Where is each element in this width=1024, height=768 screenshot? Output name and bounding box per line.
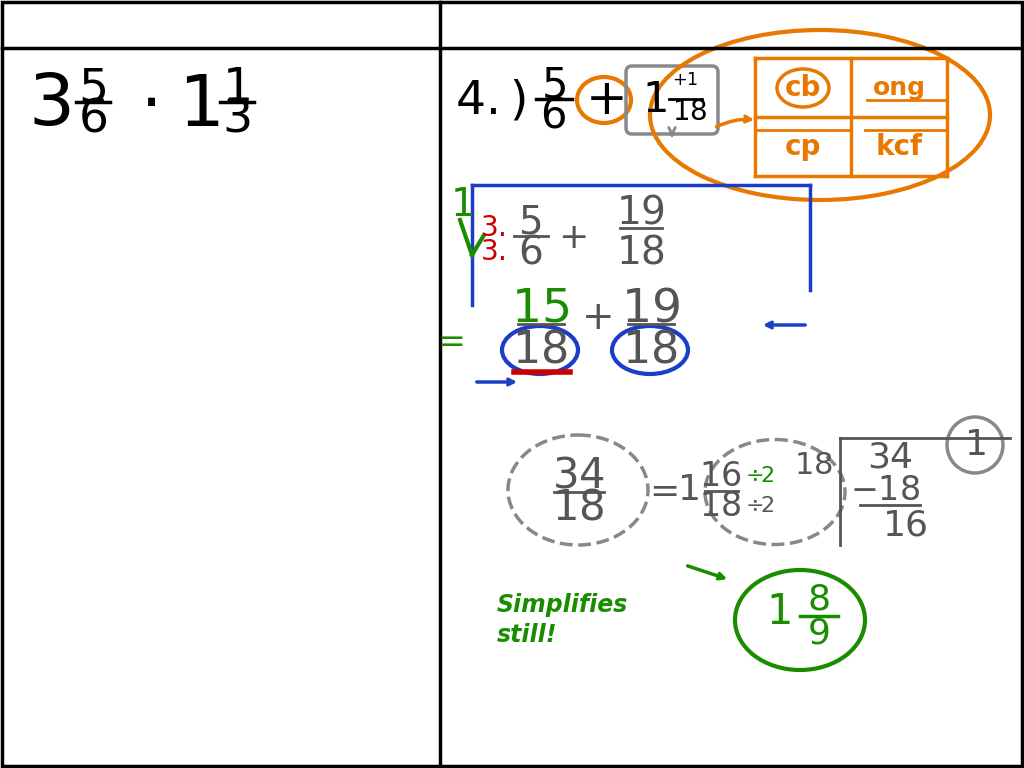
Text: $3$: $3$ xyxy=(222,95,251,141)
Text: $16$: $16$ xyxy=(882,508,928,542)
Text: $=$: $=$ xyxy=(430,323,464,356)
Text: kcf: kcf xyxy=(876,133,923,161)
Text: $+$: $+$ xyxy=(585,75,624,124)
Text: $18$: $18$ xyxy=(615,233,665,271)
Text: $5$: $5$ xyxy=(541,64,565,106)
Text: $1$: $1$ xyxy=(766,591,791,633)
Text: $9$: $9$ xyxy=(807,617,829,651)
Text: $18$: $18$ xyxy=(795,450,833,481)
Text: $1$: $1$ xyxy=(677,473,698,507)
Text: $+$: $+$ xyxy=(581,299,611,337)
Text: $1$: $1$ xyxy=(222,65,250,111)
Text: $\div\!2$: $\div\!2$ xyxy=(745,466,774,486)
Text: $34$: $34$ xyxy=(867,441,913,475)
Text: $18$: $18$ xyxy=(512,329,567,372)
Text: $5$: $5$ xyxy=(78,65,106,111)
Text: $6$: $6$ xyxy=(518,233,542,271)
Text: $6$: $6$ xyxy=(540,94,566,136)
Text: $34$: $34$ xyxy=(552,455,604,497)
Text: $\cdot$: $\cdot$ xyxy=(140,72,156,137)
Text: ong: ong xyxy=(872,76,926,100)
Text: $1$: $1$ xyxy=(642,79,667,121)
Text: $-18$: $-18$ xyxy=(850,474,920,507)
Text: $18$: $18$ xyxy=(623,329,678,372)
Text: $16$: $16$ xyxy=(698,459,741,492)
Text: $+$: $+$ xyxy=(558,221,587,255)
Text: $8$: $8$ xyxy=(807,583,829,617)
Text: $\div\!2$: $\div\!2$ xyxy=(745,496,774,516)
Text: $4.)$: $4.)$ xyxy=(455,77,525,123)
Text: $15$: $15$ xyxy=(511,285,569,331)
Text: $1$: $1$ xyxy=(965,428,986,462)
Text: $18$: $18$ xyxy=(699,489,741,522)
Text: cb: cb xyxy=(784,74,821,102)
Text: $19$: $19$ xyxy=(621,285,679,331)
Text: cp: cp xyxy=(784,133,821,161)
Text: $3$: $3$ xyxy=(28,69,71,141)
Text: $^{+1}$: $^{+1}$ xyxy=(672,74,698,98)
Text: $1$: $1$ xyxy=(451,186,474,224)
Text: $18$: $18$ xyxy=(672,98,708,125)
Text: $19$: $19$ xyxy=(615,193,665,231)
Text: $6$: $6$ xyxy=(78,95,106,141)
Text: $=$: $=$ xyxy=(642,473,678,507)
Text: $18$: $18$ xyxy=(552,487,604,529)
Text: $3.$: $3.$ xyxy=(480,239,506,266)
Text: $3.$: $3.$ xyxy=(480,214,506,241)
Text: $1$: $1$ xyxy=(178,69,219,141)
Text: Simplifies
still!: Simplifies still! xyxy=(497,593,629,647)
Text: $5$: $5$ xyxy=(518,203,542,241)
